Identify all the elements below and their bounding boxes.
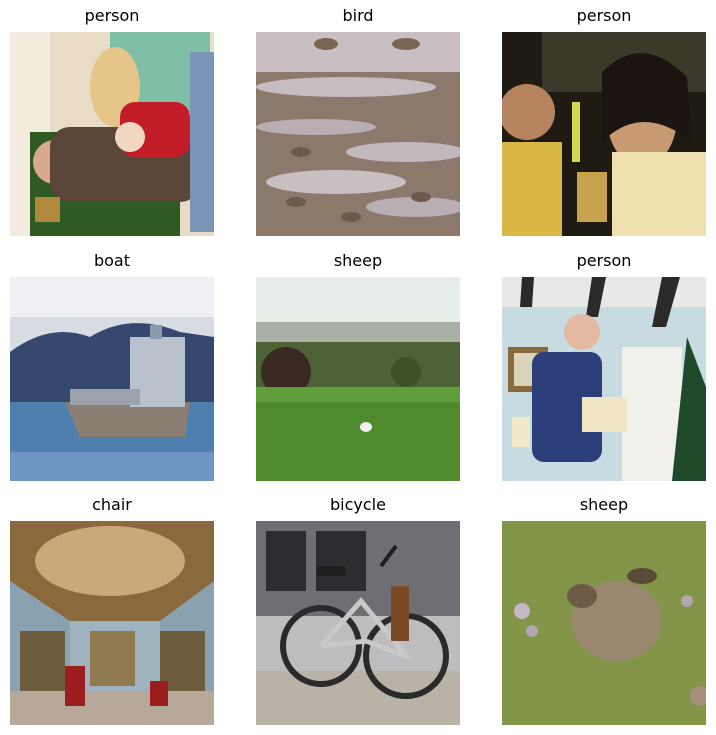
image-restaurant-people [502,32,706,236]
image-label: bicycle [330,495,386,514]
image-label: sheep [579,495,629,514]
image-label: bird [342,6,374,25]
image-label: sheep [333,251,383,270]
image-label: person [576,6,632,25]
image-man-reading [502,277,706,481]
image-palace-room [10,521,214,725]
image-label: person [84,6,140,25]
image-family-christmas [10,32,214,236]
image-label: boat [93,251,131,270]
image-bicycle [256,521,460,725]
image-shorebirds [256,32,460,236]
image-sheep-field [256,277,460,481]
image-label: person [576,251,632,270]
image-cargo-ship [10,277,214,481]
image-label: chair [92,495,132,514]
image-sheep-grass [502,521,706,725]
